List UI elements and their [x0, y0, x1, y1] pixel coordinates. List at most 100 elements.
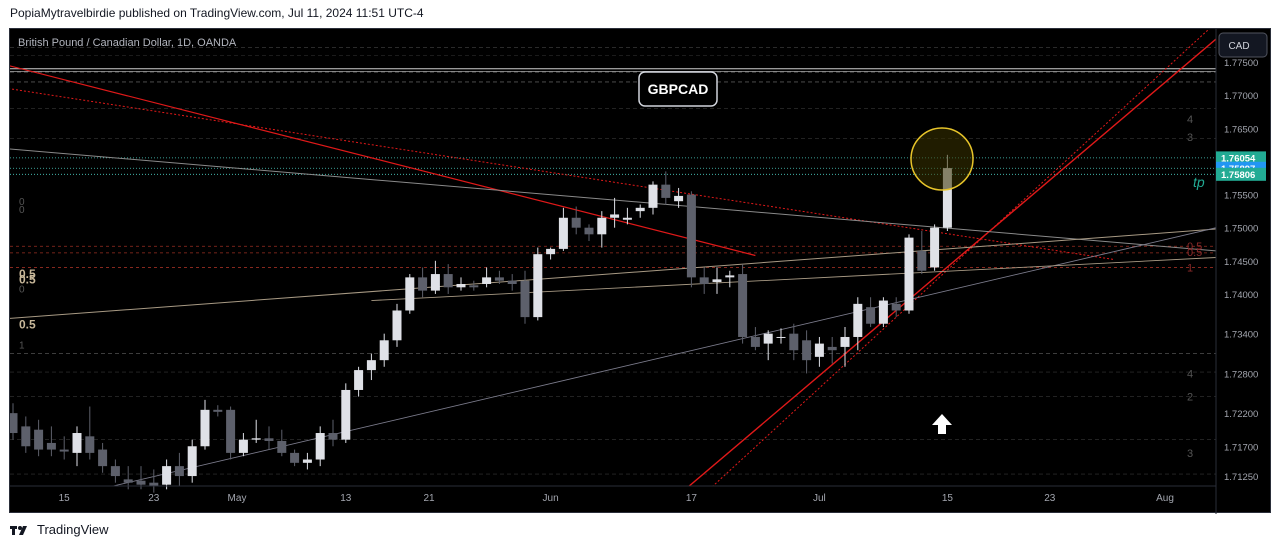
fib-label-right: 0.5: [1187, 247, 1202, 259]
candle-body: [789, 333, 799, 351]
candle-body: [328, 433, 338, 440]
fib-label-left: 0: [19, 197, 25, 208]
candlestick-chart[interactable]: 0 0 0.5 0.5 0 0.5 1 0.5 0.5 1 4 3 4 2 3 1.77500 1.77000…: [8, 28, 1272, 514]
candle-body: [942, 168, 952, 228]
candle-body: [354, 370, 364, 390]
trend-line: [10, 65, 756, 257]
candle-body: [8, 413, 18, 434]
currency-label: CAD: [1228, 41, 1249, 52]
candle-body: [725, 275, 735, 278]
fib-label-right: 3: [1187, 448, 1193, 460]
candle-body: [430, 274, 440, 291]
publisher-header: PopiaMytravelbirdie published on Trading…: [10, 6, 424, 20]
candle-body: [750, 336, 760, 347]
price-label-text: 1.75806: [1221, 170, 1255, 181]
candle-body: [520, 280, 530, 318]
candle-body: [379, 340, 389, 361]
candle-body: [85, 436, 95, 453]
candle-body: [635, 207, 645, 212]
price-tick-label: 1.72200: [1224, 409, 1258, 420]
candle-body: [136, 480, 146, 485]
candle-body: [34, 429, 44, 450]
fib-label-left: 1: [19, 340, 25, 351]
candle-body: [610, 214, 620, 218]
candle-body: [341, 389, 351, 440]
candle-body: [891, 303, 901, 311]
candle-body: [482, 277, 492, 284]
ticker-label: GBPCAD: [648, 81, 709, 97]
tradingview-logo-icon: [10, 525, 27, 535]
candle-body: [200, 409, 210, 447]
fib-label-left: 0.5: [19, 272, 36, 286]
candle-body: [110, 466, 120, 477]
candle-body: [98, 449, 108, 467]
candle-body: [277, 440, 287, 453]
candle-body: [827, 346, 837, 351]
price-tick-label: 1.75500: [1224, 191, 1258, 202]
candle-body: [648, 184, 658, 208]
candle-body: [814, 343, 824, 357]
candle-body: [661, 184, 671, 198]
price-tick-label: 1.77000: [1224, 91, 1258, 102]
fib-label-left: 0: [19, 285, 25, 296]
price-tick-label: 1.77500: [1224, 58, 1258, 69]
candle-body: [290, 452, 300, 463]
candle-body: [213, 409, 223, 412]
candle-body: [622, 217, 632, 220]
price-tick-label: 1.71250: [1224, 472, 1258, 483]
candle-body: [494, 277, 504, 281]
candle-body: [162, 466, 172, 485]
candle-body: [72, 433, 82, 453]
time-tick-label: 21: [423, 493, 435, 504]
time-tick-label: 23: [1044, 493, 1056, 504]
candle-body: [187, 446, 197, 477]
fib-label-left: 0: [19, 205, 25, 216]
time-tick-label: 13: [340, 493, 352, 504]
candle-body: [456, 283, 466, 288]
time-tick-label: May: [228, 493, 247, 504]
candle-body: [584, 227, 594, 235]
candle-body: [546, 248, 556, 255]
candle-body: [315, 433, 325, 460]
candle-body: [226, 409, 236, 453]
candle-body: [686, 194, 696, 278]
candle-body: [533, 254, 543, 318]
price-tick-label: 1.73400: [1224, 330, 1258, 341]
time-tick-label: 23: [148, 493, 160, 504]
candles: [8, 154, 952, 493]
candle-body: [302, 459, 312, 463]
footer: TradingView: [10, 522, 109, 537]
candle-body: [840, 336, 850, 347]
price-label-badge: [1216, 167, 1266, 181]
trend-line: [10, 228, 1216, 319]
axes: 1.77500 1.77000 1.76500 1.75500 1.75000 1.745…: [10, 29, 1266, 514]
fib-label-right: 4: [1187, 114, 1193, 126]
symbol-label: British Pound / Canadian Dollar, 1D, OAN…: [18, 37, 237, 49]
candle-body: [443, 274, 453, 288]
candle-body: [917, 250, 927, 271]
candle-body: [904, 237, 914, 311]
fib-label-left: 0.5: [19, 317, 36, 331]
brand-name: TradingView: [37, 522, 109, 537]
candle-body: [866, 307, 876, 324]
candle-body: [59, 449, 69, 452]
candle-body: [21, 426, 31, 447]
trend-line: [371, 257, 1216, 302]
price-tick-label: 1.71700: [1224, 442, 1258, 453]
fib-label-right: 2: [1187, 392, 1193, 404]
candle-body: [853, 303, 863, 337]
fib-label-left: 0.5: [19, 267, 36, 281]
fib-label-right: 3: [1187, 132, 1193, 144]
ticker-badge[interactable]: GBPCAD: [638, 71, 718, 107]
tp-label: tp: [1193, 174, 1205, 190]
highlight-circle: [910, 127, 974, 191]
price-tick-label: 1.72800: [1224, 369, 1258, 380]
candle-body: [738, 274, 748, 337]
candle-body: [469, 285, 479, 288]
time-tick-label: 15: [942, 493, 954, 504]
trend-line: [111, 227, 1216, 486]
currency-button[interactable]: CAD: [1218, 32, 1268, 58]
time-tick-label: Jun: [543, 493, 559, 504]
